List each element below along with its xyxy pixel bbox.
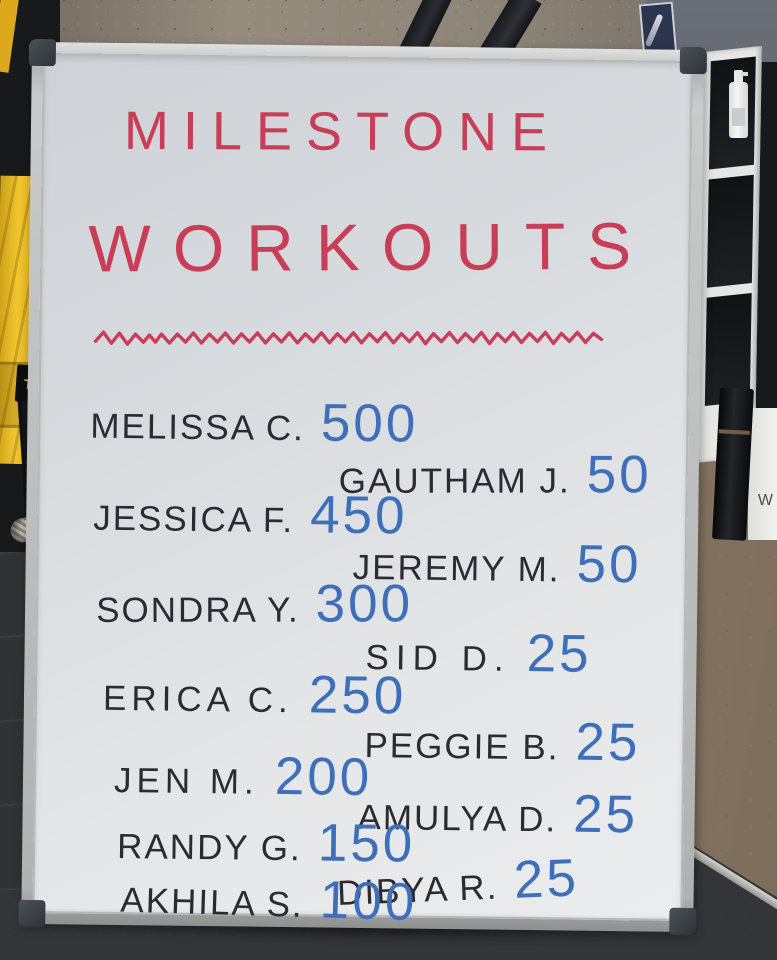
title-underline-squiggle <box>93 330 604 346</box>
sanitizer-pump <box>734 70 743 84</box>
entry-score: 25 <box>512 848 581 910</box>
entry-score: 25 <box>572 784 639 845</box>
leaderboard-entry: ERICA C. 250 <box>103 662 407 727</box>
entry-name: ERICA C. <box>102 678 294 721</box>
frame-corner-cap <box>28 38 57 67</box>
leaderboard-entry: JEN M. 200 <box>114 744 373 808</box>
entry-name: PEGGIE B. <box>364 726 560 768</box>
small-picture-frame <box>638 1 678 57</box>
entry-name: AKHILA S. <box>119 880 305 925</box>
shelf-cubby <box>706 174 754 288</box>
entry-score: 25 <box>575 712 641 773</box>
picture-content <box>644 13 664 48</box>
sanitizer-label <box>732 108 745 126</box>
frame-corner-cap <box>679 46 708 75</box>
entry-score: 50 <box>586 445 652 505</box>
leaderboard-entry: AKHILA S. 100 <box>120 863 418 933</box>
frame-corner-cap <box>18 899 46 928</box>
entry-name: SONDRA Y. <box>96 590 300 630</box>
leaderboard-entry: PEGGIE B. 25 <box>364 709 641 773</box>
whiteboard: MILESTONE WORKOUTS MELISSA C. 500 GAUTHAM… <box>18 38 708 936</box>
dark-area-right <box>756 62 777 422</box>
board-title-line1: MILESTONE <box>123 100 562 163</box>
partial-sign-letter: W <box>757 492 773 509</box>
entry-name: JEN M. <box>113 760 259 802</box>
whiteboard-surface: MILESTONE WORKOUTS MELISSA C. 500 GAUTHAM… <box>32 53 693 932</box>
board-title-line2: WORKOUTS <box>88 208 654 286</box>
entry-name: JESSICA F. <box>92 498 295 541</box>
frame-corner-cap <box>669 907 697 936</box>
entry-score: 100 <box>319 870 419 933</box>
entry-score: 50 <box>576 534 642 595</box>
leg-band <box>718 429 750 435</box>
partial-sign-panel: W <box>748 408 777 540</box>
entry-score: 25 <box>526 623 592 684</box>
sanitizer-nozzle <box>741 72 748 76</box>
entry-name: RANDY G. <box>116 826 302 869</box>
entry-name: MELISSA C. <box>90 406 306 449</box>
